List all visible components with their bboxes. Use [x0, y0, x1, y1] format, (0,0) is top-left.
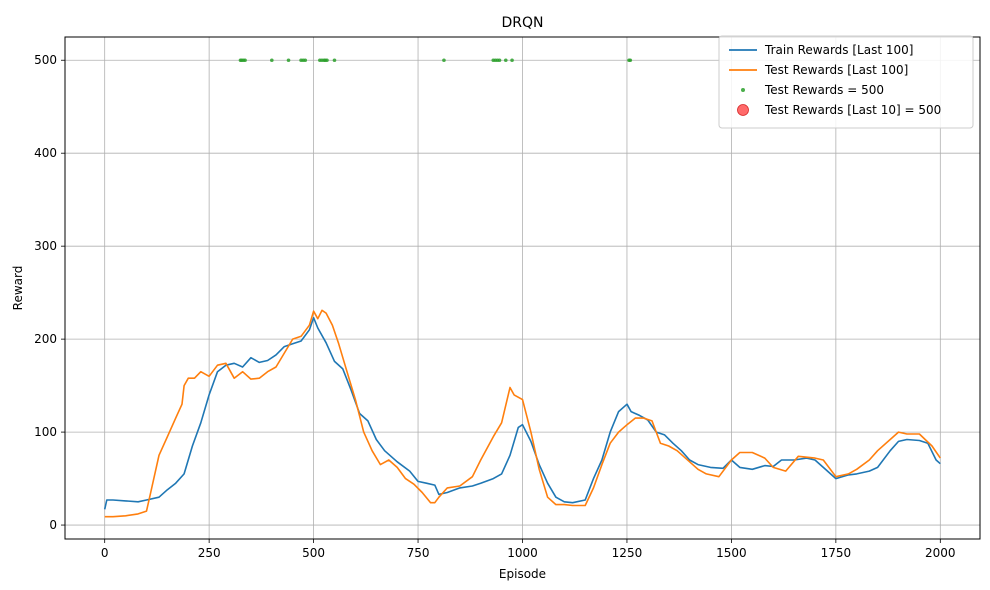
legend-box — [718, 35, 974, 129]
y-tick-label: 500 — [34, 53, 57, 67]
y-tick-label: 200 — [34, 332, 57, 346]
x-tick-label: 1750 — [821, 546, 852, 560]
y-axis-label: Reward — [11, 266, 25, 311]
y-tick-label: 400 — [34, 146, 57, 160]
y-tick-label: 300 — [34, 239, 57, 253]
x-tick-label: 1250 — [612, 546, 643, 560]
ticks: 0 250 500 750 1000 1250 1500 1750 2000 0 100 200 300… — [34, 53, 955, 560]
legend-swatch-marker — [741, 88, 745, 92]
scatter-point-2 — [497, 58, 502, 63]
x-tick-label: 500 — [302, 546, 325, 560]
legend-entry: Test Rewards [Last 100] — [764, 63, 908, 77]
scatter-point-2 — [270, 58, 274, 63]
x-tick-label: 0 — [101, 546, 109, 560]
legend-swatch-marker — [737, 104, 749, 116]
legend-entry: Test Rewards = 500 — [764, 83, 884, 97]
y-tick-label: 0 — [49, 518, 57, 532]
scatter-point-2 — [442, 58, 446, 63]
scatter-point-2 — [332, 58, 337, 63]
legend-entry: Test Rewards [Last 10] = 500 — [764, 103, 941, 117]
scatter-point-2 — [286, 58, 291, 63]
x-axis-label: Episode — [499, 567, 546, 581]
scatter-point-2 — [503, 58, 508, 63]
x-tick-label: 750 — [407, 546, 430, 560]
scatter-point-2 — [510, 58, 514, 63]
scatter-point-2 — [243, 58, 247, 63]
series-line-0 — [103, 316, 941, 510]
x-tick-label: 1500 — [716, 546, 747, 560]
series-line-1 — [104, 309, 941, 518]
legend-entry: Train Rewards [Last 100] — [764, 43, 913, 57]
chart-title: DRQN — [502, 15, 544, 31]
series-layer — [103, 58, 941, 518]
y-tick-label: 100 — [34, 425, 57, 439]
x-tick-label: 2000 — [925, 546, 956, 560]
legend: Train Rewards [Last 100] Test Rewards [La… — [718, 35, 974, 129]
scatter-point-2 — [303, 58, 308, 63]
x-tick-label: 1000 — [507, 546, 538, 560]
scatter-point-2 — [325, 58, 329, 63]
x-tick-label: 250 — [198, 546, 221, 560]
scatter-point-2 — [628, 58, 633, 63]
